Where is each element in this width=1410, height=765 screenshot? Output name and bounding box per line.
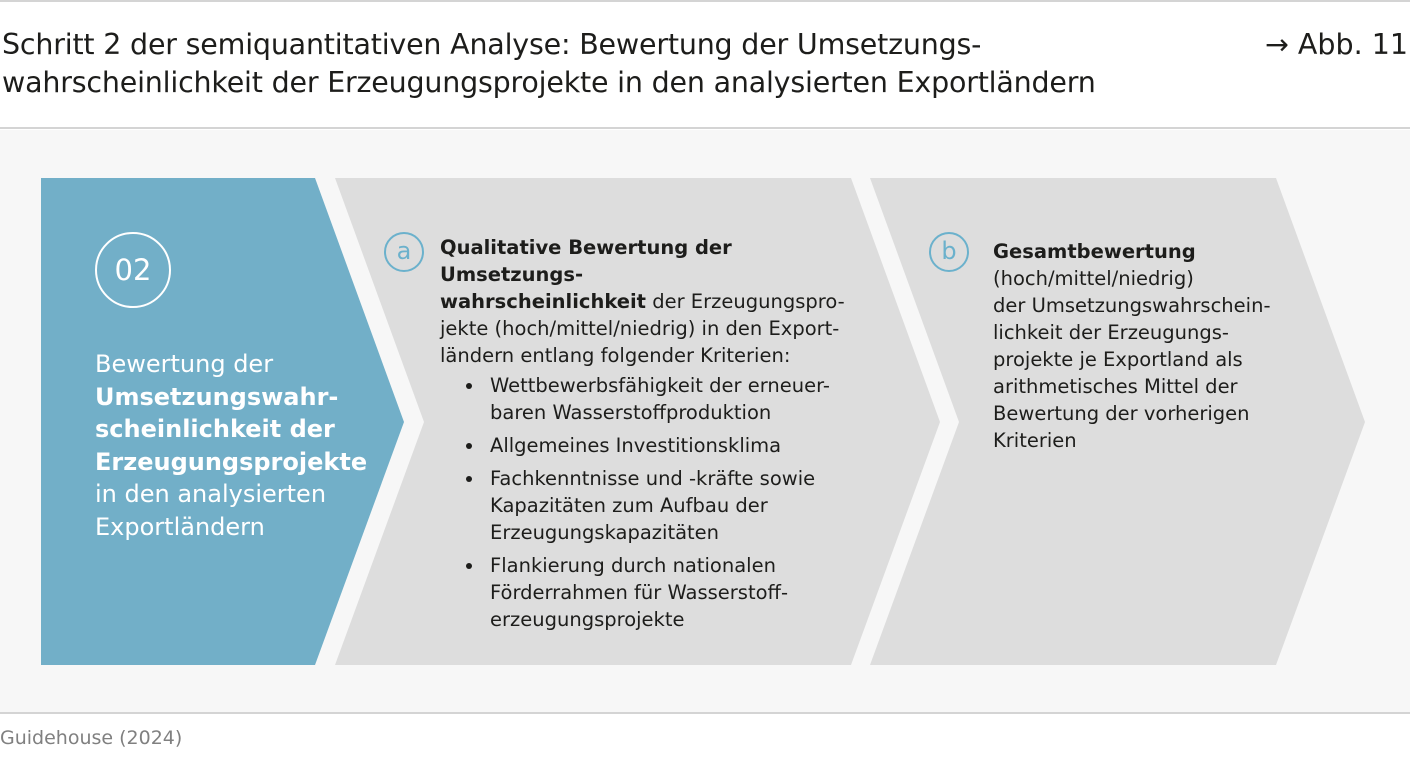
title-line-1: Schritt 2 der semiquantitativen Analyse:… bbox=[2, 28, 982, 61]
source-rule bbox=[0, 712, 1410, 714]
panel-a-mixed-line: wahrscheinlichkeit der Erzeugungspro- bbox=[440, 290, 845, 313]
criteria-line: Erzeugungskapazitäten bbox=[490, 521, 720, 544]
top-rule bbox=[0, 0, 1410, 2]
step-text-line: Exportländern bbox=[95, 512, 265, 541]
criteria-item: Allgemeines Investitionsklima bbox=[466, 432, 886, 459]
panel-a-letter-badge: a bbox=[384, 232, 424, 272]
criteria-line: Fachkenntnisse und -kräfte sowie bbox=[490, 467, 816, 490]
figure-reference: → Abb. 11 bbox=[1264, 28, 1408, 61]
criteria-line: erzeugungsprojekte bbox=[490, 608, 685, 631]
panel-b-line: arithmetisches Mittel der bbox=[993, 375, 1238, 398]
criteria-line: Allgemeines Investitionsklima bbox=[490, 434, 782, 457]
panel-b-line: (hoch/mittel/niedrig) bbox=[993, 267, 1194, 290]
panel-b-text: Gesamtbewertung (hoch/mittel/niedrig) de… bbox=[993, 238, 1323, 454]
panel-a-line: jekte (hoch/mittel/niedrig) in den Expor… bbox=[440, 317, 840, 340]
panel-a-bold-line: Qualitative Bewertung der Umsetzungs- bbox=[440, 236, 732, 286]
panel-b-chevron bbox=[870, 178, 1365, 665]
source-note: Guidehouse (2024) bbox=[0, 727, 183, 749]
criteria-line: baren Wasserstoffproduktion bbox=[490, 401, 772, 424]
step-text-line: Bewertung der bbox=[95, 350, 274, 378]
criteria-line: Kapazitäten zum Aufbau der bbox=[490, 494, 768, 517]
step-text-bold-line: Erzeugungsprojekte bbox=[95, 447, 368, 476]
title-rule bbox=[0, 127, 1410, 129]
panel-b-line: lichkeit der Erzeugungs- bbox=[993, 321, 1229, 344]
panel-b-line: projekte je Exportland als bbox=[993, 348, 1243, 371]
panel-b-bold-line: Gesamtbewertung bbox=[993, 240, 1196, 263]
step-number-circle: 02 bbox=[95, 232, 171, 308]
panel-b-line: Bewertung der vorherigen bbox=[993, 402, 1250, 425]
figure-title: Schritt 2 der semiquantitativen Analyse:… bbox=[2, 26, 1232, 102]
criteria-item: Fachkenntnisse und -kräfte sowie Kapazit… bbox=[466, 465, 886, 546]
criteria-line: Förderrahmen für Wasserstoff- bbox=[490, 581, 789, 604]
criteria-list: Wettbewerbsfähigkeit der erneuer- baren … bbox=[466, 372, 886, 639]
panel-a-chevron bbox=[335, 178, 940, 665]
panel-b-line: der Umsetzungswahrschein- bbox=[993, 294, 1271, 317]
criteria-item: Wettbewerbsfähigkeit der erneuer- baren … bbox=[466, 372, 886, 426]
panel-a-line: ländern entlang folgender Kriterien: bbox=[440, 344, 791, 367]
step-text-line: in den analysierten bbox=[95, 480, 327, 508]
criteria-line: Flankierung durch nationalen bbox=[490, 554, 776, 577]
panel-a-intro: Qualitative Bewertung der Umsetzungs- wa… bbox=[440, 234, 870, 369]
step-description: Bewertung der Umsetzungswahr- scheinlich… bbox=[95, 348, 368, 543]
step-text-bold-line: scheinlichkeit der bbox=[95, 415, 335, 443]
title-line-2: wahrscheinlichkeit der Erzeugungsprojekt… bbox=[2, 66, 1096, 99]
criteria-line: Wettbewerbsfähigkeit der erneuer- bbox=[490, 374, 830, 397]
panel-b-letter-badge: b bbox=[929, 232, 969, 272]
criteria-item: Flankierung durch nationalen Förderrahme… bbox=[466, 552, 886, 633]
panel-b-line: Kriterien bbox=[993, 429, 1077, 452]
step-text-bold-line: Umsetzungswahr- bbox=[95, 382, 339, 411]
